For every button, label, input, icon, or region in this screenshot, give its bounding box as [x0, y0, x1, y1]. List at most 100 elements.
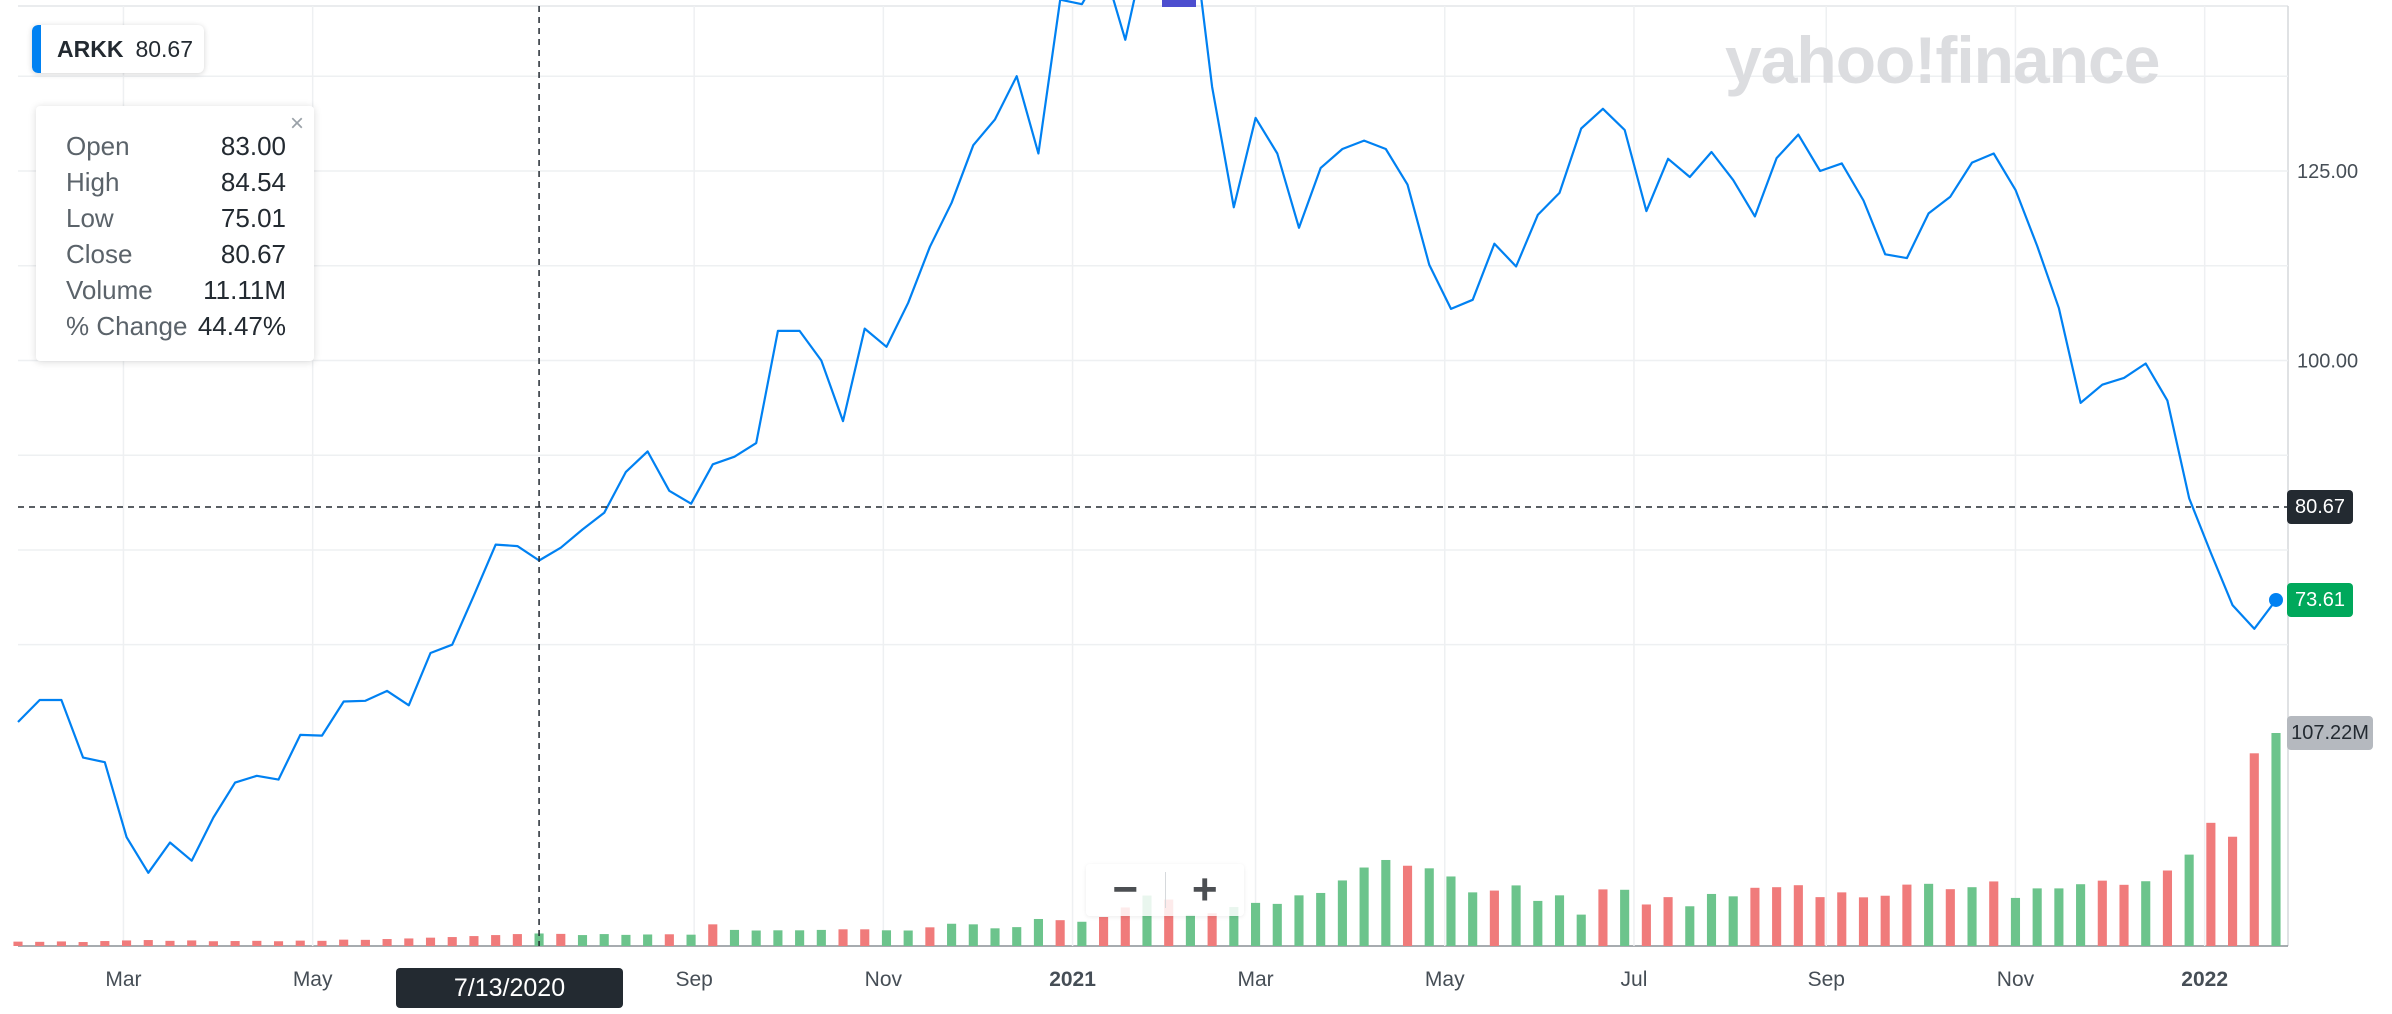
volume-bar — [208, 941, 218, 946]
volume-bar — [664, 934, 674, 946]
volume-bar — [621, 934, 631, 946]
volume-bar — [360, 939, 370, 946]
ohlc-label: Low — [66, 203, 114, 233]
volume-bar — [425, 937, 436, 946]
zoom-in-button[interactable]: + — [1191, 865, 1218, 914]
volume-bar — [1229, 907, 1239, 946]
volume-bar — [599, 934, 609, 946]
axis-labels: 150.00125.00100.00MarMaySepNov2021MarMay… — [105, 161, 2358, 991]
volume-bar — [1772, 887, 1782, 946]
volume-bar — [491, 935, 501, 946]
zoom-divider — [1164, 872, 1166, 908]
top-range-marker[interactable] — [1162, 0, 1196, 7]
volume-bar — [1337, 880, 1347, 946]
volume-bar — [729, 929, 740, 946]
x-axis-tick-label: Nov — [1997, 968, 2035, 991]
volume-bar — [295, 940, 305, 946]
volume-bar — [1402, 865, 1413, 946]
ohlc-value: 44.47% — [197, 311, 286, 341]
ohlc-row: Low 75.01 — [66, 200, 286, 236]
volume-bar — [1750, 887, 1760, 946]
crosshair — [18, 6, 2288, 946]
volume-bar — [469, 936, 479, 946]
crosshair-price-tag: 80.67 — [2287, 489, 2353, 524]
volume-bar — [2141, 881, 2151, 946]
volume-bar — [1468, 892, 1478, 946]
volume-bar — [2097, 880, 2107, 946]
close-icon[interactable]: × — [289, 110, 304, 137]
volume-bar — [252, 940, 262, 946]
volume-bar — [1055, 920, 1065, 946]
ohlc-row: % Change 44.47% — [66, 308, 286, 344]
ohlc-label: Open — [66, 131, 130, 161]
volume-bar — [2076, 884, 2086, 946]
volume-bar — [1294, 895, 1304, 946]
ohlc-value: 80.67 — [220, 239, 286, 269]
volume-bar — [382, 939, 392, 946]
volume-bar — [2184, 854, 2194, 946]
volume-bar — [1185, 914, 1195, 946]
volume-bar — [2010, 897, 2021, 946]
volume-bar — [751, 930, 761, 946]
volume-bar — [1359, 867, 1369, 946]
volume-bar — [1641, 904, 1651, 946]
volume-bar — [2119, 884, 2129, 946]
volume-bar — [56, 941, 66, 946]
volume-bar — [1620, 889, 1630, 946]
ticker-value: 80.67 — [135, 35, 194, 62]
ohlc-value: 84.54 — [220, 167, 286, 197]
x-axis-tick-label: Sep — [1808, 968, 1845, 991]
volume-bar — [1663, 897, 1673, 946]
ohlc-label: Close — [66, 239, 133, 269]
volume-bar — [187, 940, 197, 946]
volume-bar — [317, 940, 327, 946]
volume-bar — [1033, 918, 1044, 946]
volume-bar — [1858, 897, 1869, 946]
volume-bar — [1424, 868, 1434, 946]
volume-bar — [1489, 890, 1499, 946]
ohlc-tooltip: × Open 83.00 High 84.54 Low 75.01 Close 80.67 Vo… — [36, 106, 314, 361]
x-axis-tick-label: 2021 — [1049, 968, 1096, 991]
ohlc-value: 75.01 — [220, 203, 286, 233]
volume-bar — [100, 941, 110, 946]
volume-bar — [903, 930, 913, 946]
volume-bar — [947, 923, 957, 946]
volume-bar — [2162, 870, 2173, 946]
volume-price-tag: 107.22M — [2287, 716, 2373, 750]
ticker-chip[interactable]: ARKK 80.67 — [32, 25, 204, 73]
ohlc-value: 11.11M — [203, 275, 286, 305]
volume-bar — [1989, 881, 1999, 946]
volume-bar — [339, 939, 349, 946]
x-axis-tick-label: Sep — [675, 968, 712, 991]
volume-bar — [35, 941, 45, 946]
volume-bar — [838, 929, 848, 946]
volume-bar — [1077, 921, 1087, 946]
volume-bar — [2228, 836, 2238, 946]
volume-bar — [1837, 892, 1847, 946]
volume-bar — [2032, 888, 2042, 946]
ohlc-row: Open 83.00 — [66, 128, 286, 164]
volume-bar — [1685, 906, 1695, 946]
last-price-dot — [2269, 592, 2283, 607]
volume-bar — [795, 930, 805, 946]
volume-bar — [1793, 885, 1803, 946]
volume-bar — [1511, 885, 1521, 946]
current-price-tag: 73.61 — [2287, 582, 2353, 617]
ohlc-row: Volume 11.11M — [66, 272, 286, 308]
volume-bar — [1250, 902, 1261, 946]
ohlc-label: Volume — [66, 275, 153, 305]
volume-bar — [143, 940, 153, 946]
x-axis-tick-label: Nov — [865, 968, 903, 991]
volume-bar — [2206, 822, 2216, 946]
crosshair-date-label: 7/13/2020 — [396, 968, 623, 1008]
volume-bar — [13, 941, 23, 946]
volume-bar — [1207, 913, 1217, 946]
price-line — [17, 0, 2277, 874]
volume-bar — [1815, 897, 1825, 946]
volume-bar — [1576, 914, 1586, 946]
volume-bar — [1902, 884, 1912, 946]
y-axis-tick-label: 125.00 — [2297, 161, 2358, 183]
yahoo-finance-logo: yahoo!finance — [1725, 23, 2160, 97]
zoom-out-button[interactable]: − — [1112, 865, 1139, 914]
